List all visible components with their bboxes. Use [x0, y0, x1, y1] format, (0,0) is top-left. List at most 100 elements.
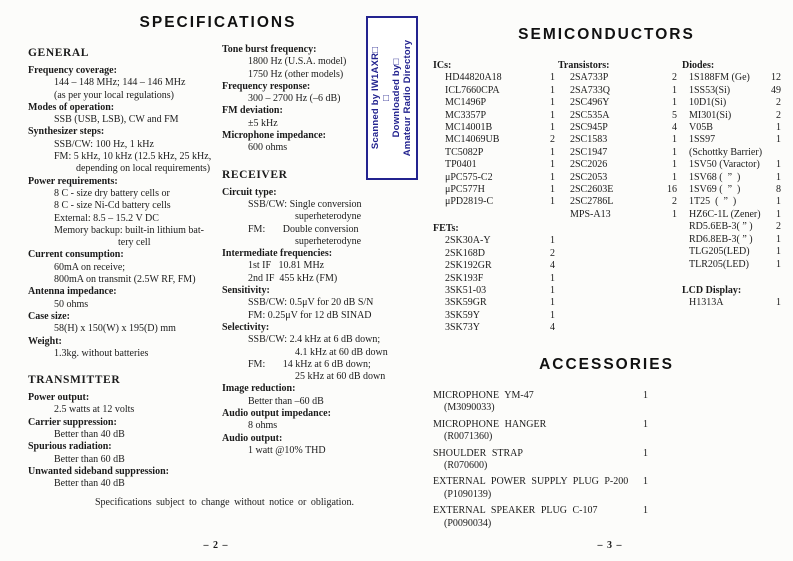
stamp-line: Downloaded by□ [391, 58, 402, 138]
spec-value: depending on local requirements) [76, 163, 211, 175]
accessory-name: MICROPHONE HANGER [433, 418, 547, 430]
spec-label: Current consumption: [28, 249, 124, 261]
part-qty: 1 [776, 208, 781, 220]
part-row: 1S188FM (Ge) 12 [682, 72, 781, 84]
spec-value: External: 8.5 – 15.2 V DC [54, 212, 159, 224]
spec-label: Circuit type: [222, 186, 277, 198]
part-qty: 1 [550, 109, 555, 121]
accessory-item: SHOULDER STRAP 1 (R070600) [433, 448, 673, 473]
part-row: ICL7660CPA 1 [433, 85, 555, 97]
spec-value: Better than 40 dB [54, 429, 125, 441]
part-qty: 1 [550, 184, 555, 196]
part-row: HZ6C-1L (Zener) 1 [682, 209, 781, 221]
accessory-code: (P1090139) [444, 488, 492, 500]
part-group-heading: ICs: [433, 60, 452, 71]
part-name: 2SC2786L [570, 196, 614, 208]
accessory-qty: 1 [643, 505, 648, 517]
part-name: TP0401 [445, 159, 477, 171]
spec-value: Memory backup: built-in lithium bat- [54, 224, 204, 236]
part-qty: 1 [672, 84, 677, 96]
part-name: 2SC945P [570, 122, 608, 134]
part-name: 1SV68 ( ” ) [689, 171, 741, 183]
part-qty: 1 [550, 171, 555, 183]
spec-value: SSB/CW: 0.5μV for 20 dB S/N [248, 297, 374, 309]
spec-label: Audio output impedance: [222, 408, 331, 420]
part-name: 3SK73Y [445, 322, 481, 334]
spec-value: 8 ohms [248, 420, 278, 432]
part-qty: 1 [776, 258, 781, 270]
page-number-left: – 2 – [203, 540, 229, 551]
part-qty: 16 [667, 184, 677, 196]
accessory-code: (M3090033) [444, 402, 495, 414]
part-qty: 49 [771, 84, 781, 96]
part-qty: 1 [550, 72, 555, 84]
part-qty: 1 [550, 159, 555, 171]
spec-section: TRANSMITTER Power output: 2.5 watts at 12 … [28, 373, 243, 490]
part-group: Diodes: 1S188FM (Ge) 12 1SS53(Si) 49 10D1(Si)… [682, 60, 781, 271]
part-row: TLR205(LED) 1 [682, 259, 781, 271]
spec-section: Tone burst frequency: 1800 Hz (U.S.A. mod… [222, 44, 397, 155]
spec-value: 1800 Hz (U.S.A. model) [248, 56, 347, 68]
accessory-name: MICROPHONE YM-47 [433, 390, 534, 401]
spec-label: Unwanted sideband suppression: [28, 465, 169, 477]
spec-value: FM: 14 kHz at 6 dB down; [248, 358, 371, 370]
spec-value: FM: Double conversion [248, 223, 359, 235]
part-qty: 1 [672, 159, 677, 171]
section-heading: GENERAL [28, 47, 90, 59]
part-qty: 4 [672, 122, 677, 134]
spec-value: 300 – 2700 Hz (–6 dB) [248, 93, 341, 105]
part-row: 2SC2053 1 [558, 172, 677, 184]
spec-value: 600 ohms [248, 142, 288, 154]
spec-label: Case size: [28, 310, 70, 322]
part-qty: 1 [550, 196, 555, 208]
part-qty: 1 [550, 122, 555, 134]
part-name: 2SC1947 [570, 146, 608, 158]
part-row: 2SA733Q 1 [558, 85, 677, 97]
part-group-heading: Transistors: [558, 60, 610, 71]
part-row: 2SC2603E 16 [558, 184, 677, 196]
section-heading: TRANSMITTER [28, 374, 121, 387]
part-name: 3SK59GR [445, 297, 487, 309]
part-row: 2SC2786L 2 [558, 196, 677, 208]
spec-label: Sensitivity: [222, 285, 270, 297]
part-row: 2SC1583 1 [558, 134, 677, 146]
part-qty: 1 [776, 246, 781, 258]
specifications-title: SPECIFICATIONS [139, 14, 297, 31]
spec-value: Better than 40 dB [54, 478, 125, 490]
accessory-qty: 1 [643, 476, 648, 488]
part-qty: 1 [776, 233, 781, 245]
spec-label: Carrier suppression: [28, 416, 117, 428]
spec-label: Power output: [28, 392, 90, 404]
part-name: 2SC535A [570, 109, 610, 121]
spec-value: 4.1 kHz at 60 dB down [295, 346, 388, 358]
part-row: 2SK168D 2 [433, 248, 555, 260]
part-row: 2SA733P 2 [558, 72, 677, 84]
part-name: 2SC496Y [570, 97, 610, 109]
accessory-item: EXTERNAL SPEAKER PLUG C-107 1 (P0090034) [433, 505, 673, 530]
part-name: MC1496P [445, 97, 487, 109]
accessory-code: (R070600) [444, 460, 488, 472]
part-name: 3SK59Y [445, 309, 481, 321]
accessory-item: MICROPHONE HANGER 1 (R0071360) [433, 419, 673, 444]
part-qty: 1 [776, 134, 781, 146]
part-row: μPC575-C2 1 [433, 172, 555, 184]
accessories-title: ACCESSORIES [539, 356, 674, 373]
part-qty: 8 [776, 184, 781, 196]
part-name: μPD2819-C [445, 196, 494, 208]
part-qty: 1 [550, 309, 555, 321]
specifications-footnote: Specifications subject to change without… [95, 497, 354, 508]
scanner-stamp: Scanned by IW1AXR□ □ Downloaded by□ Amat… [366, 16, 418, 180]
part-name: 2SK193F [445, 272, 484, 284]
spec-label: Synthesizer steps: [28, 126, 105, 138]
spec-section: GENERAL Frequency coverage: 144 – 148 MHz;… [28, 46, 243, 360]
part-row: 2SC2026 1 [558, 159, 677, 171]
spec-value: 144 – 148 MHz; 144 – 146 MHz [54, 77, 186, 89]
part-name: 1T25 ( ” ) [689, 196, 737, 208]
part-group: ICs: HD44820A18 1 ICL7660CPA 1 MC1496P 1 MC3357… [433, 60, 555, 209]
spec-value: 800mA on transmit (2.5W RF, FM) [54, 274, 196, 286]
part-name: HD44820A18 [445, 72, 502, 84]
part-row: μPD2819-C 1 [433, 196, 555, 208]
part-row: MPS-A13 1 [558, 209, 677, 221]
part-row: TC5082P 1 [433, 147, 555, 159]
part-group: LCD Display: H1313A 1 [682, 285, 781, 310]
